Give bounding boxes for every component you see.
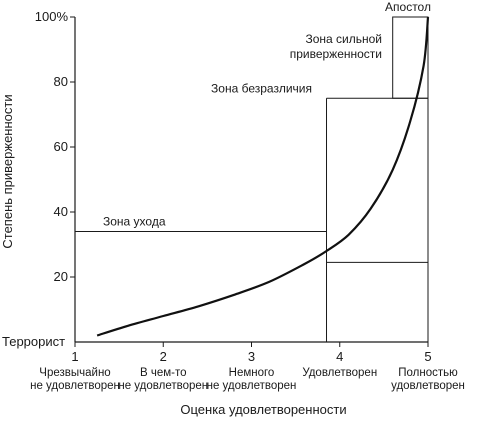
x-tick-desc-0-1: не удовлетворен xyxy=(30,380,120,392)
x-tick-desc-3-0: Удовлетворен xyxy=(302,367,377,379)
x-tick-desc-1-1: не удовлетворен xyxy=(118,380,208,392)
x-tick-desc-4-0: Полностью xyxy=(398,367,458,379)
y-axis-title: Степень приверженности xyxy=(0,94,15,248)
zone-withdrawal-label: Зона ухода xyxy=(103,215,166,229)
x-tick-label-1: 2 xyxy=(160,349,167,364)
y-tick-label-4: 100% xyxy=(35,9,69,24)
curve-layer xyxy=(96,16,430,337)
x-tick-desc-4-1: удовлетворен xyxy=(391,380,465,392)
y-origin-label: Террорист xyxy=(2,334,65,349)
x-axis-title: Оценка удовлетворенности xyxy=(180,402,346,417)
x-tick-desc-0-0: Чрезвычайно xyxy=(39,367,110,379)
x-tick-label-4: 5 xyxy=(424,349,431,364)
x-tick-label-3: 4 xyxy=(336,349,343,364)
zone-strong-label-1: приверженности xyxy=(290,47,382,61)
y-tick-label-3: 80 xyxy=(54,74,68,89)
x-tick-desc-1-0: В чем-то xyxy=(140,367,187,379)
y-tick-label-2: 60 xyxy=(54,139,68,154)
x-tick-label-0: 1 xyxy=(71,349,78,364)
zones-layer xyxy=(75,16,429,342)
zone-apostle-label: Апостол xyxy=(385,0,431,14)
x-tick-desc-2-1: не удовлетворен xyxy=(207,380,297,392)
y-tick-label-0: 20 xyxy=(54,269,68,284)
axes-layer xyxy=(70,16,429,347)
zone-strong-label-0: Зона сильной xyxy=(305,32,382,46)
zone-strong-box xyxy=(392,16,429,99)
x-tick-label-2: 3 xyxy=(248,349,255,364)
x-tick-desc-2-0: Немного xyxy=(229,367,275,379)
y-tick-label-1: 40 xyxy=(54,204,68,219)
zone-indifference-label: Зона безразличия xyxy=(211,81,312,95)
series-line xyxy=(96,16,430,337)
